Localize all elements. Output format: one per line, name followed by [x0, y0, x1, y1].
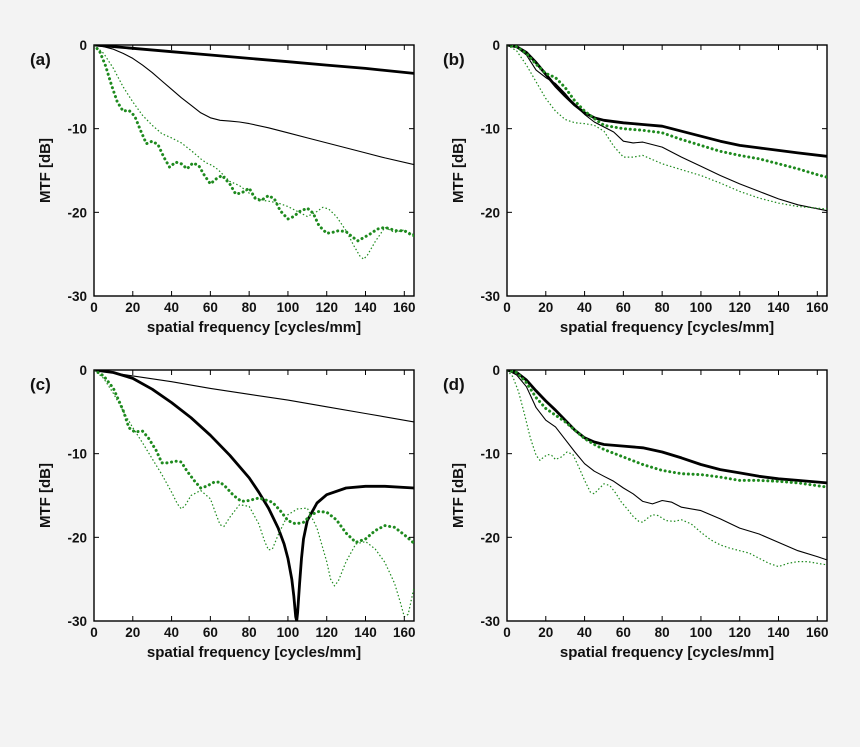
x-tick-label: 60 [616, 300, 631, 315]
x-tick-label: 100 [277, 300, 300, 315]
plot-area [93, 369, 415, 622]
series-thick-green-dotted [94, 45, 414, 243]
series-thin-black-solid [507, 45, 827, 212]
plot-area [506, 369, 828, 622]
chart-panel-1: 0 20 40 60 80 100 120 140 160 0 -10 -20 -30 spatial f… [30, 38, 416, 336]
series-thin-green-dotted [94, 370, 414, 618]
y-tick-label: -10 [67, 122, 87, 137]
y-tick-label: 0 [79, 38, 87, 53]
x-tick-label: 120 [315, 625, 338, 640]
x-tick-label: 0 [503, 625, 511, 640]
series-thin-black-solid [507, 370, 827, 561]
y-axis-label: MTF [dB] [450, 138, 467, 203]
x-tick-label: 80 [242, 300, 257, 315]
x-tick-label: 20 [125, 625, 140, 640]
x-tick-label: 60 [616, 625, 631, 640]
x-tick-label: 40 [164, 300, 179, 315]
x-tick-label: 100 [277, 625, 300, 640]
x-tick-label: 60 [203, 625, 218, 640]
panel-letter: (a) [30, 50, 51, 69]
panel-letter: (c) [30, 375, 51, 394]
chart-panel-3: 0 20 40 60 80 100 120 140 160 0 -10 -20 -30 spatial f… [30, 363, 416, 661]
x-tick-label: 140 [354, 300, 377, 315]
x-axis-label: spatial frequency [cycles/mm] [147, 644, 361, 661]
chart-panel-2: 0 20 40 60 80 100 120 140 160 0 -10 -20 -30 spatial f… [443, 38, 829, 336]
panel-letter: (b) [443, 50, 465, 69]
x-tick-label: 40 [577, 300, 592, 315]
y-tick-label: -10 [480, 447, 500, 462]
x-tick-label: 20 [538, 300, 553, 315]
x-axis-label: spatial frequency [cycles/mm] [147, 319, 361, 336]
y-tick-label: -20 [480, 530, 500, 545]
x-tick-label: 160 [806, 300, 829, 315]
y-axis-label: MTF [dB] [37, 463, 54, 528]
panel-letter: (d) [443, 375, 465, 394]
y-tick-label: -20 [480, 205, 500, 220]
y-tick-label: -30 [480, 289, 500, 304]
series-thin-green-dotted [507, 370, 827, 568]
y-axis-label: MTF [dB] [450, 463, 467, 528]
x-tick-label: 0 [90, 300, 98, 315]
x-tick-label: 40 [164, 625, 179, 640]
series-thick-black-solid [507, 370, 827, 485]
y-tick-label: 0 [79, 363, 87, 378]
plot-area [506, 44, 828, 297]
x-tick-label: 80 [242, 625, 257, 640]
y-tick-label: -10 [67, 447, 87, 462]
x-tick-label: 160 [393, 300, 416, 315]
y-axis-label: MTF [dB] [37, 138, 54, 203]
plot-area [93, 44, 415, 297]
x-tick-label: 160 [393, 625, 416, 640]
y-tick-label: -20 [67, 205, 87, 220]
x-axis-label: spatial frequency [cycles/mm] [560, 644, 774, 661]
y-tick-label: 0 [492, 38, 500, 53]
x-tick-label: 140 [354, 625, 377, 640]
series-thin-green-dotted [94, 45, 414, 260]
x-tick-label: 120 [728, 300, 751, 315]
chart-panel-4: 0 20 40 60 80 100 120 140 160 0 -10 -20 -30 spatial f… [443, 363, 829, 661]
series-thick-black-solid [94, 45, 414, 75]
x-axis-label: spatial frequency [cycles/mm] [560, 319, 774, 336]
x-tick-label: 0 [90, 625, 98, 640]
x-tick-label: 80 [655, 625, 670, 640]
series-thin-black-solid [94, 370, 414, 423]
x-tick-label: 100 [690, 300, 713, 315]
y-tick-label: -20 [67, 530, 87, 545]
y-tick-label: -30 [480, 614, 500, 629]
x-tick-label: 20 [538, 625, 553, 640]
x-tick-label: 160 [806, 625, 829, 640]
y-tick-label: -10 [480, 122, 500, 137]
x-tick-label: 40 [577, 625, 592, 640]
y-tick-label: 0 [492, 363, 500, 378]
series-thick-green-dotted [507, 370, 827, 489]
series-thin-green-dotted [507, 45, 827, 210]
x-tick-label: 100 [690, 625, 713, 640]
x-tick-label: 80 [655, 300, 670, 315]
x-tick-label: 60 [203, 300, 218, 315]
y-tick-label: -30 [67, 614, 87, 629]
x-tick-label: 120 [728, 625, 751, 640]
x-tick-label: 0 [503, 300, 511, 315]
x-tick-label: 120 [315, 300, 338, 315]
x-tick-label: 140 [767, 625, 790, 640]
x-tick-label: 140 [767, 300, 790, 315]
y-tick-label: -30 [67, 289, 87, 304]
series-thin-black-solid [94, 45, 414, 166]
x-tick-label: 20 [125, 300, 140, 315]
series-thick-black-solid [94, 370, 414, 621]
